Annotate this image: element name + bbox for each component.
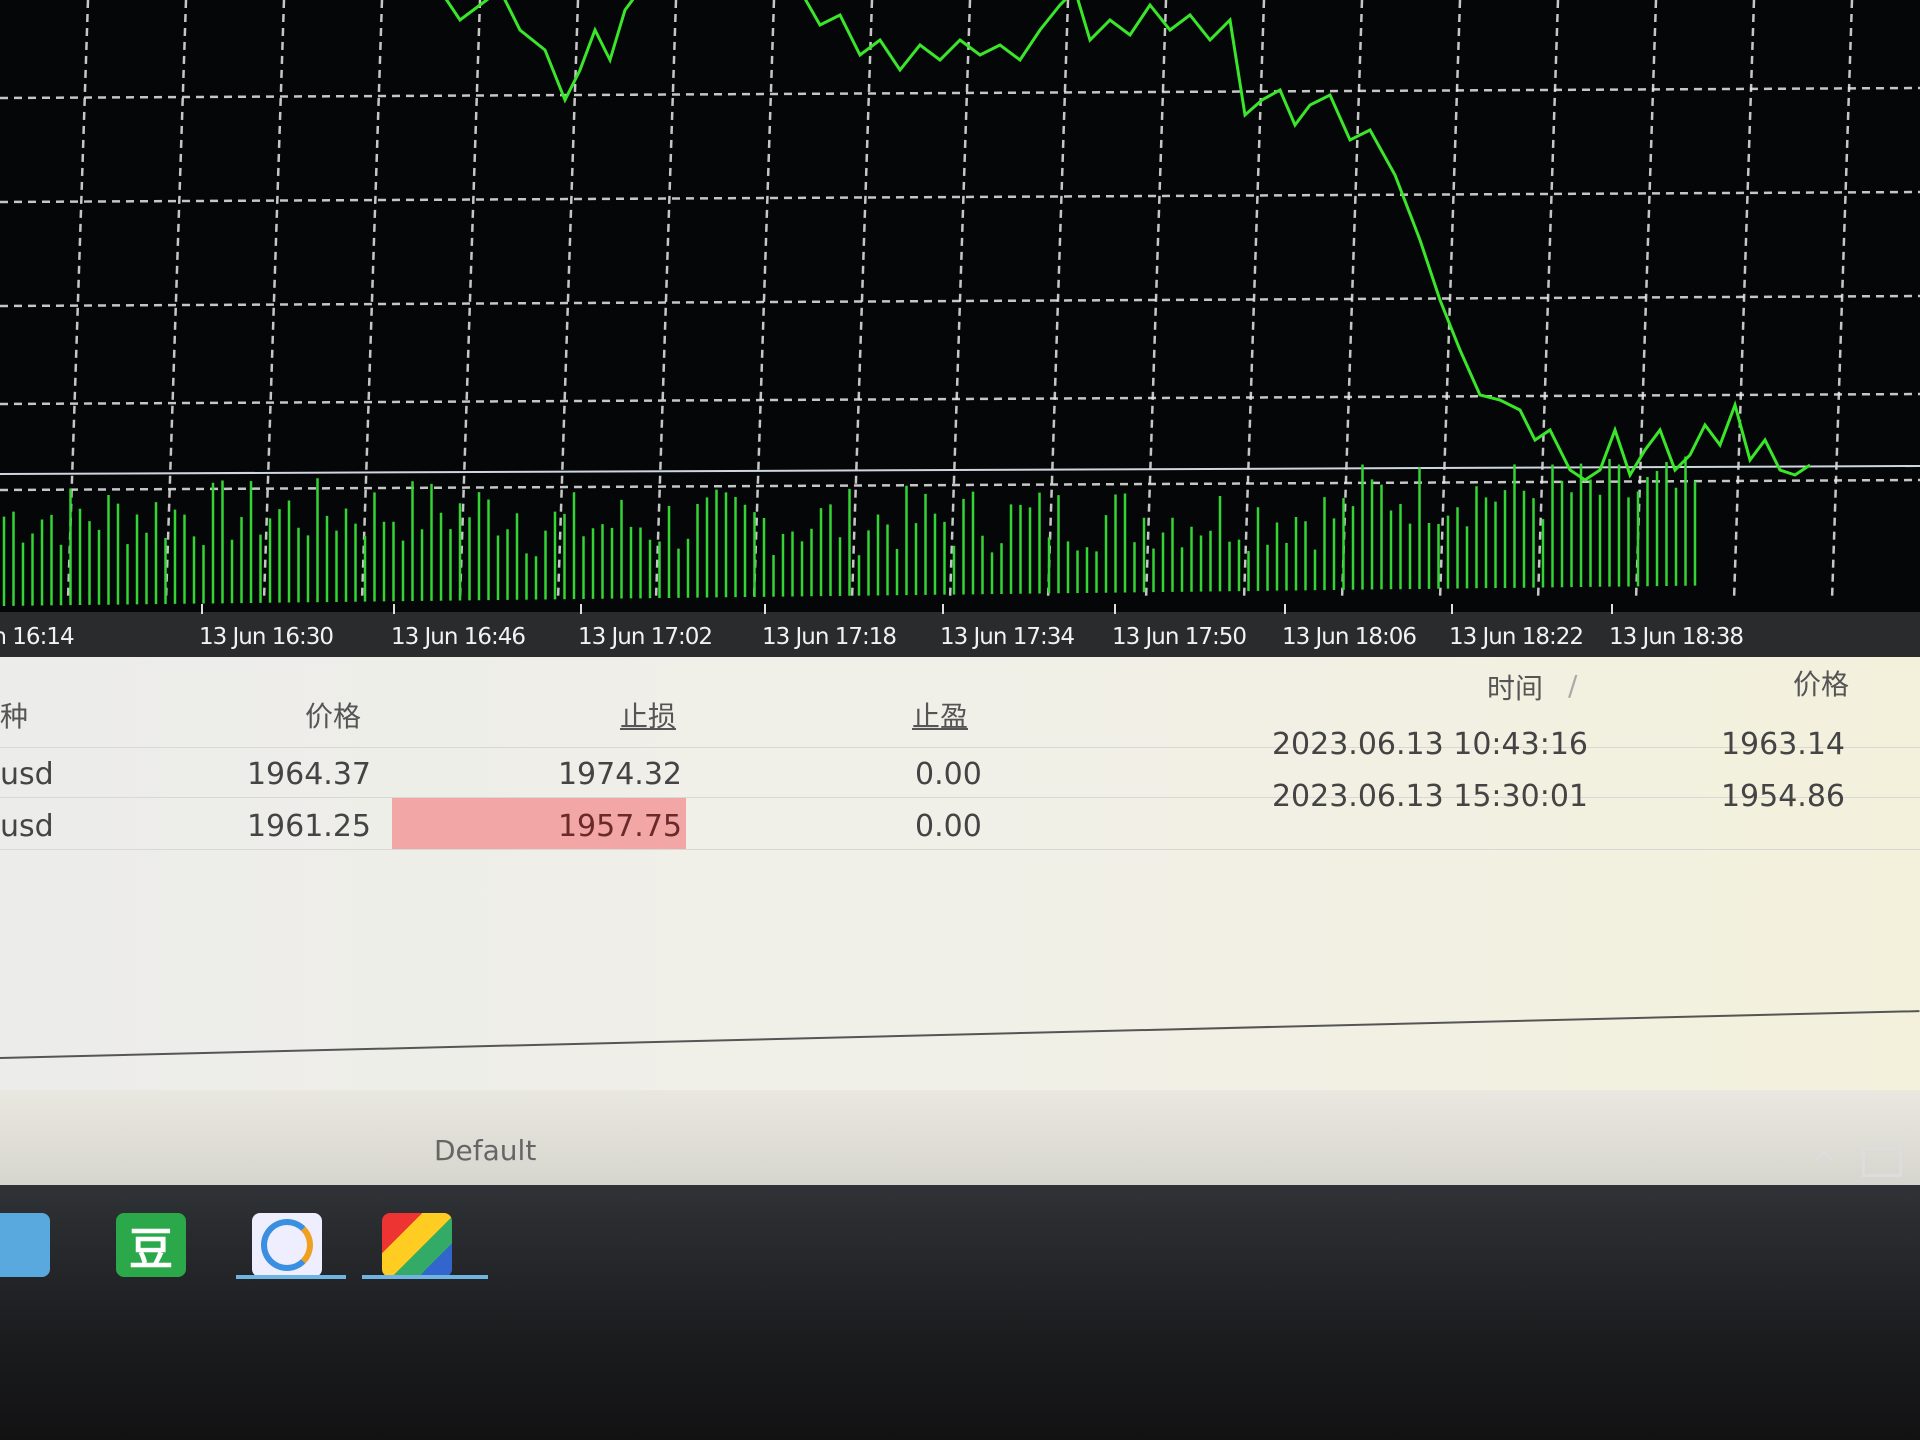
header-current-price[interactable]: 价格 — [1792, 668, 1849, 701]
row-price: 1961.25 — [246, 809, 371, 844]
grid-line-vertical — [1536, 0, 1560, 601]
row-time: 2023.06.13 15:30:01 — [1271, 779, 1588, 814]
row-sl: 1974.32 — [557, 757, 682, 792]
time-tick-mark — [393, 604, 395, 614]
time-tick-mark — [1284, 604, 1286, 614]
network-monitor-icon[interactable] — [1862, 1147, 1902, 1177]
grid-line-vertical — [164, 0, 188, 601]
grid-line-vertical — [1634, 0, 1658, 601]
time-tick-label: 13 Jun 17:34 — [939, 624, 1075, 650]
price-line — [444, 0, 1811, 482]
grid-line-vertical — [948, 0, 972, 601]
robot-app-icon[interactable] — [0, 1213, 50, 1277]
browser-app-icon[interactable] — [252, 1213, 322, 1277]
grid-line-vertical — [1830, 0, 1854, 601]
time-tick-mark — [942, 604, 944, 614]
time-tick-label: 13 Jun 17:50 — [1111, 624, 1247, 650]
row-price: 1964.37 — [246, 757, 371, 792]
row-current-price: 1954.86 — [1720, 779, 1845, 814]
grid-line-vertical — [1732, 0, 1756, 601]
time-tick-label: 13 Jun 16:46 — [390, 624, 526, 650]
sort-indicator: / — [1568, 669, 1578, 702]
time-tick-label: 13 Jun 18:38 — [1608, 624, 1744, 650]
grid-line-vertical — [66, 0, 90, 601]
header-symbol[interactable]: 种 — [0, 700, 29, 733]
stop-loss-highlight — [392, 797, 686, 849]
time-tick-mark — [764, 604, 766, 614]
grid-line-vertical — [1438, 0, 1462, 601]
time-tick-label: 13 Jun 17:02 — [577, 624, 713, 650]
taskbar: ^ 豆 — [0, 1145, 1920, 1440]
douban-app-icon[interactable]: 豆 — [116, 1213, 186, 1277]
colorful-app-icon[interactable] — [382, 1213, 452, 1277]
header-price[interactable]: 价格 — [304, 700, 361, 733]
row-tp: 0.00 — [915, 757, 982, 792]
grid-line-horizontal — [0, 86, 1920, 100]
time-tick-label: n 16:14 — [0, 624, 75, 650]
time-tick-label: 13 Jun 17:18 — [761, 624, 897, 650]
colorful-active-indicator — [362, 1275, 488, 1279]
tray-chevron-up-icon[interactable]: ^ — [1810, 1145, 1839, 1185]
time-tick-mark — [1451, 604, 1453, 614]
header-time[interactable]: 时间 — [1486, 672, 1543, 705]
grid-line-horizontal — [0, 190, 1920, 204]
price-chart — [0, 0, 1920, 612]
table-divider — [0, 1010, 1920, 1059]
grid-line-vertical — [458, 0, 482, 601]
grid-line-vertical — [752, 0, 776, 601]
grid-line-vertical — [1046, 0, 1070, 601]
grid-line-vertical — [360, 0, 384, 601]
browser-active-indicator — [236, 1275, 346, 1279]
row-tp: 0.00 — [915, 809, 982, 844]
row-symbol: usd — [0, 757, 54, 792]
grid-line-vertical — [1340, 0, 1364, 601]
time-axis: n 16:14 13 Jun 16:30 13 Jun 16:46 13 Jun 17… — [0, 604, 1920, 657]
time-tick-label: 13 Jun 16:30 — [198, 624, 334, 650]
grid-line-vertical — [850, 0, 874, 601]
grid-line-vertical — [1144, 0, 1168, 601]
orders-panel: 种 价格 止损 止盈 时间 / 价格 usd 1964.37 1974.32 0.00… — [0, 657, 1920, 1127]
time-tick-label: 13 Jun 18:22 — [1448, 624, 1584, 650]
grid-line-vertical — [654, 0, 678, 601]
grid-line-horizontal — [0, 294, 1920, 308]
time-tick-mark — [1114, 604, 1116, 614]
header-take-profit[interactable]: 止盈 — [912, 700, 969, 733]
time-tick-mark — [201, 604, 203, 614]
status-bar: Default — [0, 1090, 1920, 1185]
grid-line-vertical — [262, 0, 286, 601]
row-sl: 1957.75 — [557, 809, 682, 844]
grid-line-horizontal — [0, 478, 1920, 492]
time-tick-mark — [580, 604, 582, 614]
header-stop-loss[interactable]: 止损 — [619, 700, 676, 733]
time-tick-mark — [1611, 604, 1613, 614]
time-tick-label: 13 Jun 18:06 — [1281, 624, 1417, 650]
row-current-price: 1963.14 — [1720, 727, 1845, 762]
row-time: 2023.06.13 10:43:16 — [1271, 727, 1588, 762]
profile-label: Default — [434, 1134, 537, 1167]
row-symbol: usd — [0, 809, 54, 844]
grid-line-horizontal — [0, 392, 1920, 406]
grid-line-vertical — [556, 0, 580, 601]
